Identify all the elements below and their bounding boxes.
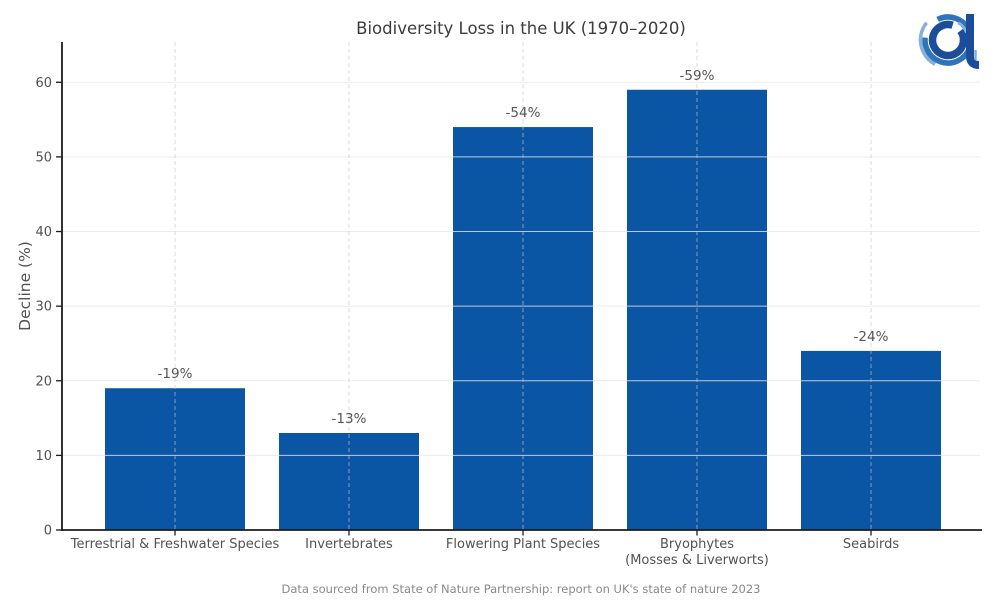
x-category-label-1: Invertebrates bbox=[305, 537, 393, 552]
bar-value-label-2: -54% bbox=[506, 105, 541, 121]
y-tick-label-0: 0 bbox=[44, 524, 52, 539]
y-tick-label-40: 40 bbox=[35, 225, 52, 240]
bar-value-label-3: -59% bbox=[680, 68, 715, 84]
bar-4 bbox=[801, 350, 941, 530]
bar-value-label-0: -19% bbox=[158, 366, 193, 382]
y-tick-label-20: 20 bbox=[35, 374, 52, 389]
x-category-label-0: Terrestrial & Freshwater Species bbox=[70, 537, 280, 552]
x-category-label-4: Seabirds bbox=[843, 537, 899, 552]
y-tick-label-50: 50 bbox=[35, 150, 52, 165]
y-tick-label-60: 60 bbox=[35, 76, 52, 91]
bar-value-label-4: -24% bbox=[854, 329, 889, 345]
bar-value-label-1: -13% bbox=[332, 411, 367, 427]
chart-title: Biodiversity Loss in the UK (1970–2020) bbox=[356, 19, 686, 38]
logo-light-accent-arc bbox=[926, 18, 970, 62]
logo-stem bbox=[966, 14, 980, 69]
brand-logo-icon bbox=[918, 10, 980, 70]
source-footnote: Data sourced from State of Nature Partne… bbox=[282, 582, 761, 596]
x-category-label-2: Flowering Plant Species bbox=[446, 537, 600, 552]
y-tick-label-10: 10 bbox=[35, 449, 52, 464]
y-tick-label-30: 30 bbox=[35, 300, 52, 315]
x-category-label-3-line2: (Mosses & Liverworts) bbox=[625, 553, 769, 568]
x-category-label-3: Bryophytes bbox=[660, 537, 734, 552]
bar-1 bbox=[279, 432, 419, 530]
y-axis-label: Decline (%) bbox=[16, 241, 34, 331]
